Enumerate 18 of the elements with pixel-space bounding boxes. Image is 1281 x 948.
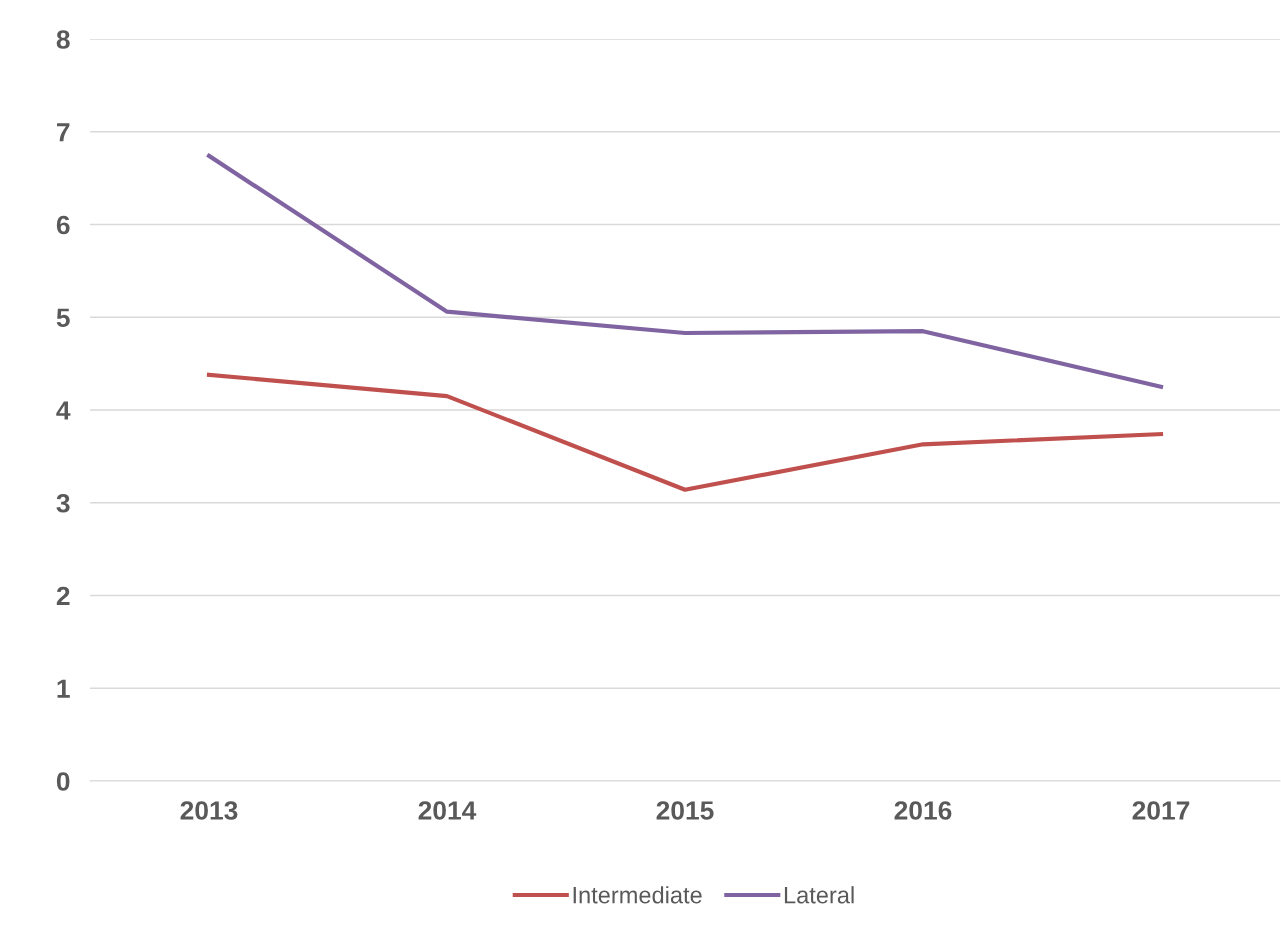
y-tick-label: 6 (56, 215, 70, 235)
x-tick-label: 2016 (894, 801, 952, 820)
y-tick-label: 7 (57, 123, 70, 142)
y-tick-label: 1 (57, 679, 70, 698)
y-tick-label: 0 (56, 772, 70, 791)
x-tick-label: 2013 (180, 801, 238, 820)
legend-label: Intermediate (573, 886, 702, 904)
x-tick-label: 2017 (1132, 801, 1190, 820)
x-tick-label: 2015 (656, 801, 714, 820)
y-tick-label: 5 (56, 308, 70, 328)
y-tick-label: 4 (56, 401, 71, 420)
line-series (206, 372, 1164, 492)
line-series (206, 153, 1164, 389)
y-tick-label: 2 (56, 586, 70, 606)
y-tick-label: 3 (56, 493, 70, 513)
legend-label: Lateral (784, 886, 854, 904)
y-tick-label: 8 (56, 30, 70, 49)
x-tick-label: 2014 (418, 801, 477, 820)
